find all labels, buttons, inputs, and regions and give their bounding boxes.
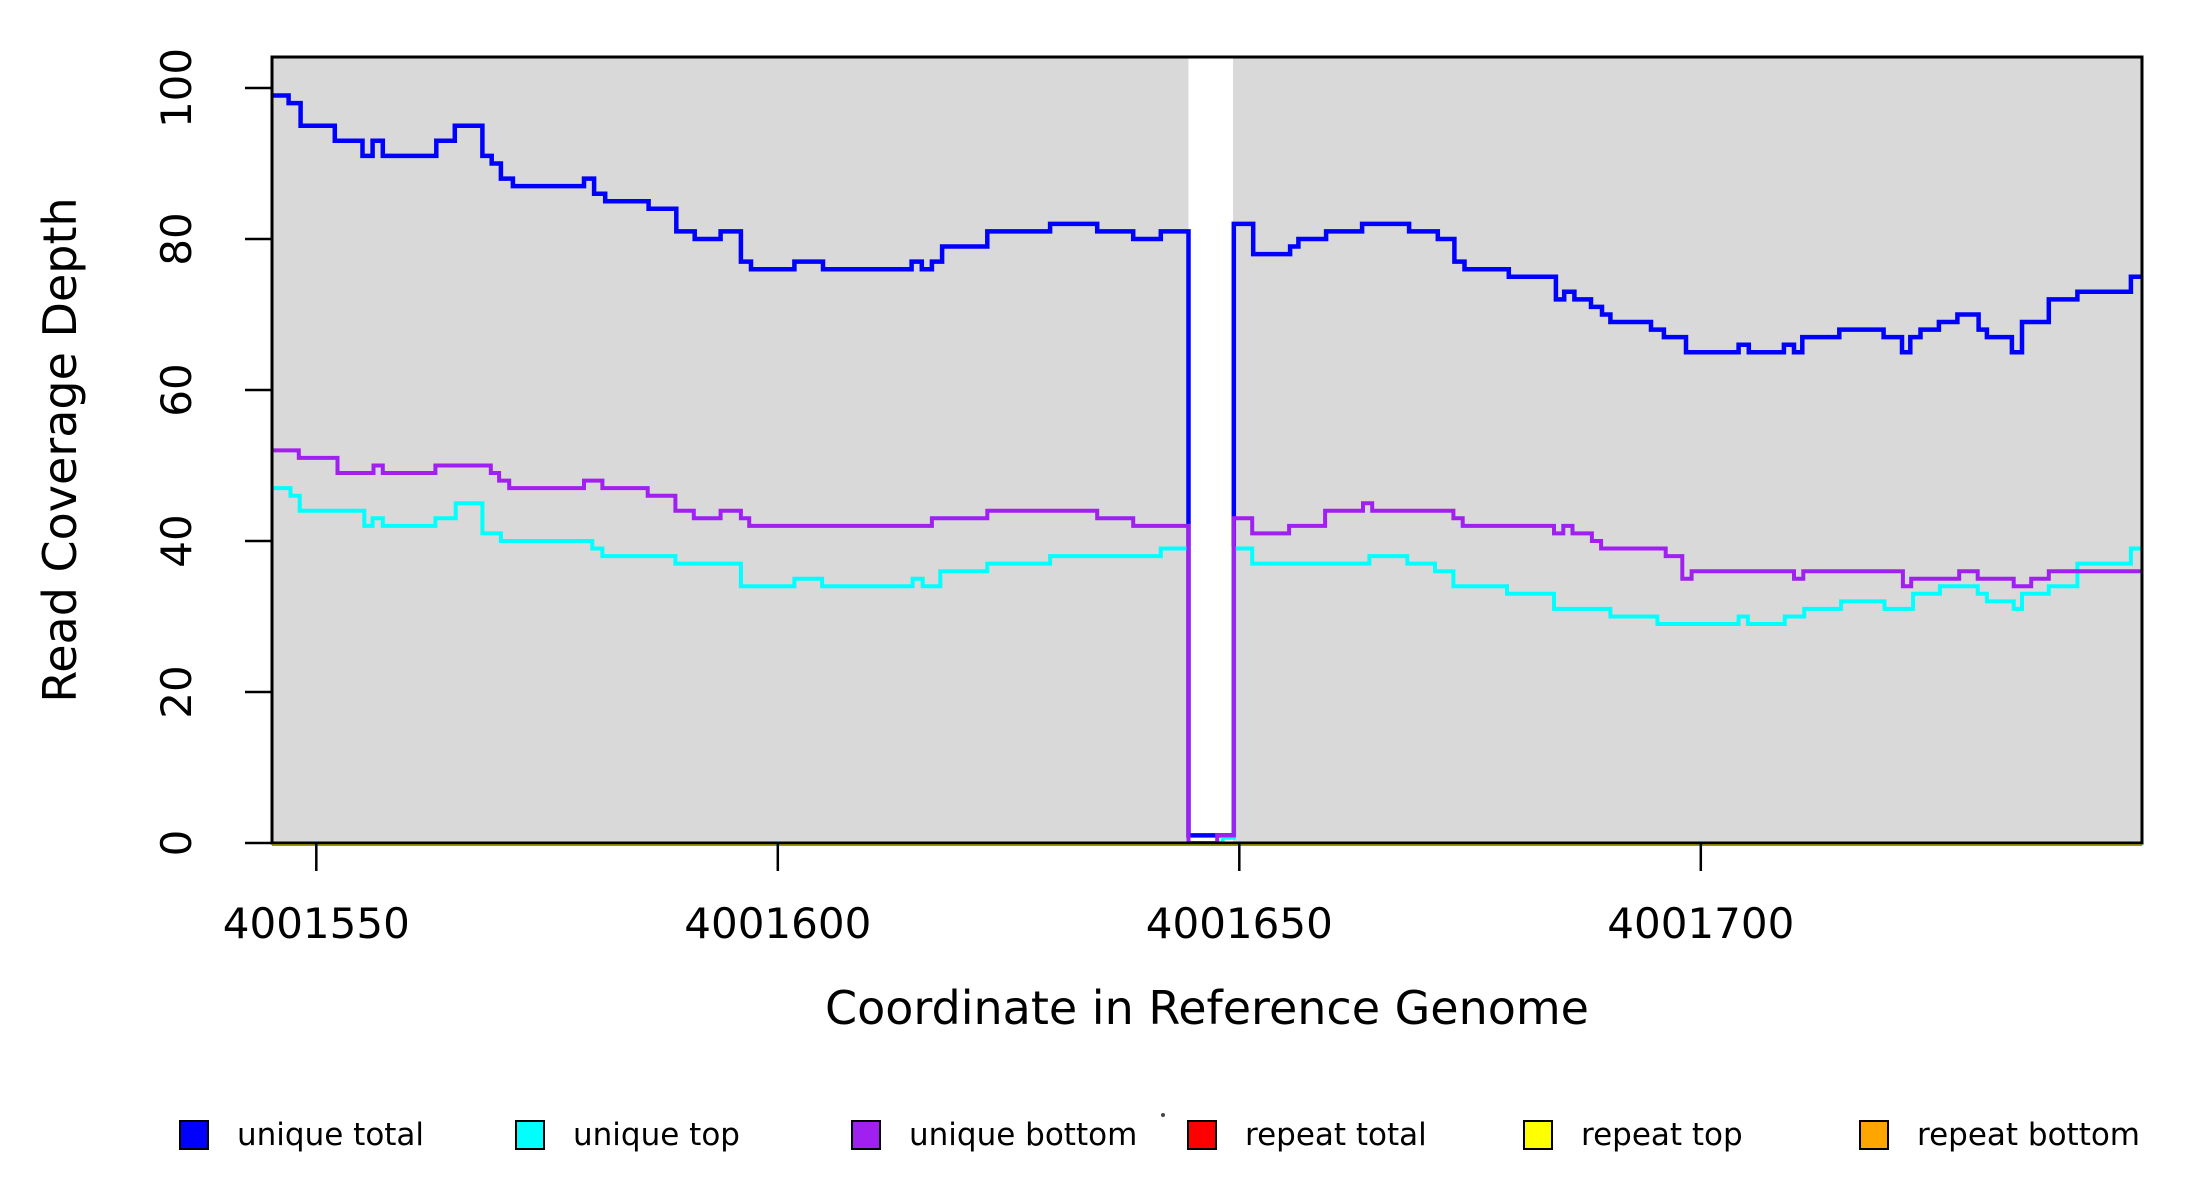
x-tick-label: 4001600 (684, 899, 871, 948)
legend-swatch-repeat-top (1523, 1120, 1553, 1150)
series-unique-top (272, 486, 2142, 845)
y-tick-label: 60 (152, 363, 201, 416)
missing-data-band (1188, 57, 1233, 843)
x-tick-label: 4001550 (223, 899, 410, 948)
legend-label-unique-bottom: unique bottom (909, 1117, 1138, 1153)
legend-label-repeat-bottom: repeat bottom (1917, 1117, 2141, 1153)
stray-dot (1161, 1113, 1165, 1117)
legend-entry-unique-bottom: unique bottom (851, 1117, 1138, 1153)
series-unique-bottom (272, 448, 2142, 845)
y-tick-label: 0 (152, 830, 201, 857)
legend-entry-unique-top: unique top (515, 1117, 740, 1153)
axes: 4001550 4001600 4001650 4001700 0 20 40 60 80 100 (152, 48, 1794, 948)
legend-label-repeat-total: repeat total (1245, 1117, 1427, 1153)
legend-entry-repeat-top: repeat top (1523, 1117, 1743, 1153)
plot-area (270, 55, 2144, 846)
legend-entry-repeat-bottom: repeat bottom (1859, 1117, 2141, 1153)
x-axis-title: Coordinate in Reference Genome (825, 981, 1589, 1035)
legend-swatch-repeat-bottom (1859, 1120, 1889, 1150)
legend-swatch-unique-bottom (851, 1120, 881, 1150)
legend-swatch-unique-total (179, 1120, 209, 1150)
legend-swatch-unique-top (515, 1120, 545, 1150)
y-tick-label: 40 (152, 514, 201, 567)
plot-box-border (270, 55, 2144, 845)
y-tick-label: 100 (152, 48, 201, 128)
legend-label-unique-total: unique total (237, 1117, 425, 1153)
legend-entry-unique-total: unique total (179, 1117, 425, 1153)
legend-swatch-repeat-total (1187, 1120, 1217, 1150)
x-tick-label: 4001650 (1146, 899, 1333, 948)
y-tick-label: 80 (152, 212, 201, 265)
legend-label-repeat-top: repeat top (1581, 1117, 1743, 1153)
legend-entry-repeat-total: repeat total (1187, 1117, 1427, 1153)
y-axis-title: Read Coverage Depth (33, 197, 87, 702)
legend-label-unique-top: unique top (573, 1117, 740, 1153)
x-tick-label: 4001700 (1607, 899, 1794, 948)
y-tick-label: 20 (152, 665, 201, 718)
series-unique-total (272, 93, 2142, 838)
